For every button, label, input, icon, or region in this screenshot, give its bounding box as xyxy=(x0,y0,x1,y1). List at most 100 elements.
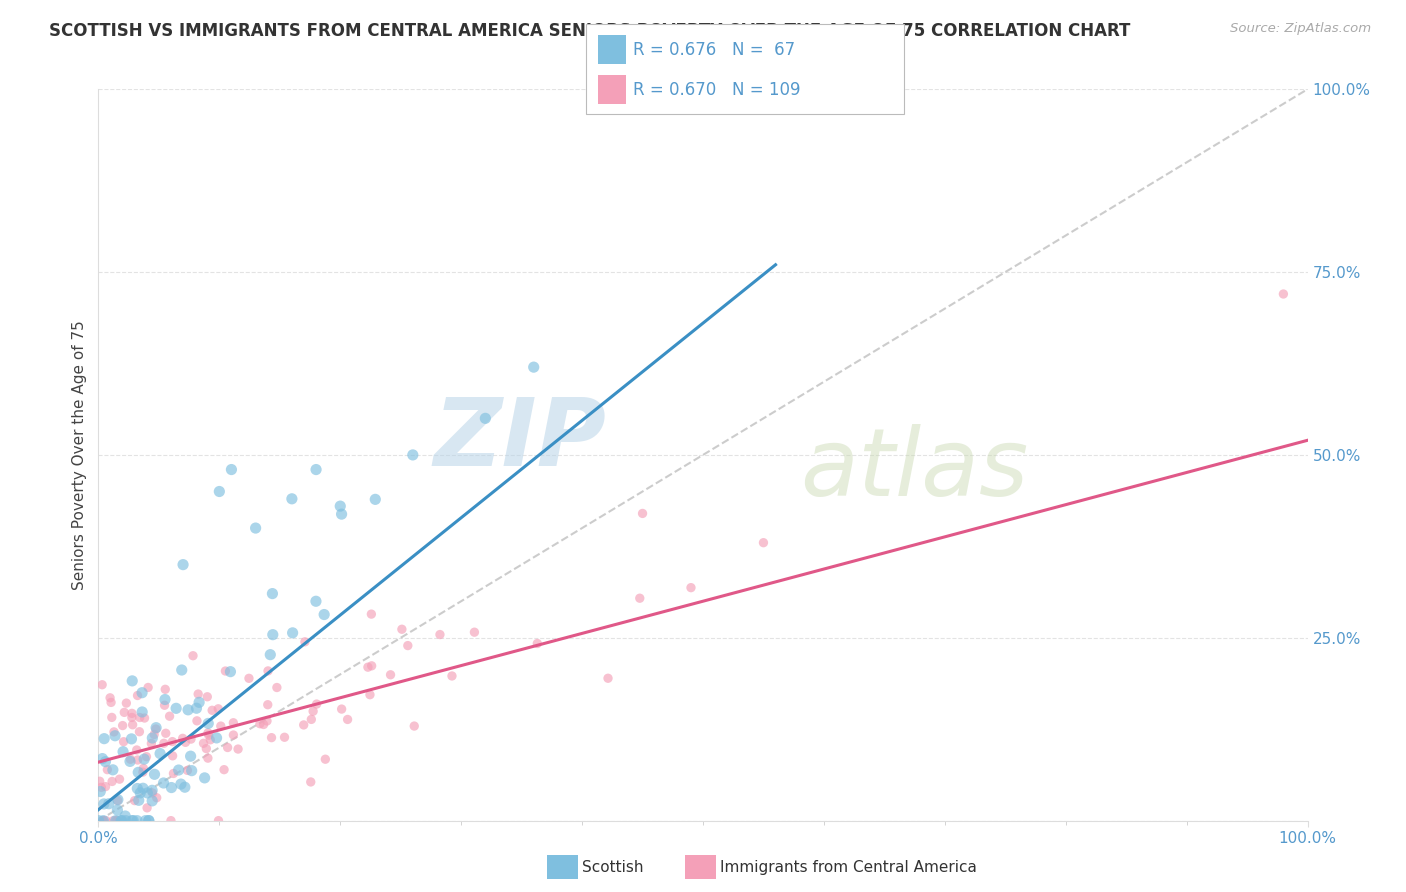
Point xyxy=(679,581,702,595)
Point xyxy=(141,731,163,745)
Point xyxy=(170,777,193,791)
Point xyxy=(112,735,135,749)
Point xyxy=(172,731,194,746)
Point xyxy=(380,667,402,681)
Point xyxy=(330,702,353,716)
Point xyxy=(197,751,219,765)
Point xyxy=(217,740,239,755)
Point xyxy=(294,635,316,649)
Point xyxy=(152,776,174,790)
Point xyxy=(201,703,224,717)
Point xyxy=(91,751,114,765)
Point xyxy=(221,462,243,476)
Point xyxy=(205,731,228,745)
Point xyxy=(141,736,163,750)
Point xyxy=(155,726,177,740)
Point xyxy=(128,710,150,724)
Point xyxy=(222,728,245,742)
Point xyxy=(128,724,150,739)
Point xyxy=(209,719,232,733)
Point xyxy=(125,743,148,757)
Point xyxy=(207,702,229,716)
Point xyxy=(127,765,149,780)
Point xyxy=(187,687,209,701)
Point xyxy=(90,780,112,795)
Text: ZIP: ZIP xyxy=(433,394,606,486)
Point xyxy=(112,745,135,759)
Point xyxy=(314,607,336,622)
Point xyxy=(260,731,283,745)
Point xyxy=(214,664,236,678)
Point xyxy=(136,786,159,800)
Point xyxy=(193,736,215,750)
Point xyxy=(103,814,125,828)
Point xyxy=(96,763,118,777)
Point xyxy=(121,731,143,746)
Point xyxy=(404,719,426,733)
Point xyxy=(364,492,387,507)
Point xyxy=(107,803,129,817)
Point xyxy=(305,697,328,711)
Point xyxy=(256,698,278,712)
Point xyxy=(121,814,143,828)
Point xyxy=(104,729,127,743)
Y-axis label: Seniors Poverty Over the Age of 75: Seniors Poverty Over the Age of 75 xyxy=(72,320,87,590)
Point xyxy=(186,701,208,715)
Point xyxy=(305,594,328,608)
Point xyxy=(132,761,155,775)
Point xyxy=(141,794,163,808)
Point xyxy=(357,660,380,674)
Point xyxy=(89,784,111,798)
Point xyxy=(141,786,163,800)
Point xyxy=(94,814,117,828)
Point xyxy=(138,814,160,828)
Point xyxy=(162,766,184,780)
Point xyxy=(121,706,143,721)
Point xyxy=(219,665,242,679)
Point xyxy=(121,718,143,732)
Point xyxy=(299,775,322,789)
Point xyxy=(132,765,155,780)
Point xyxy=(118,755,141,769)
Point xyxy=(153,692,176,706)
Point xyxy=(160,780,183,795)
Text: SCOTTISH VS IMMIGRANTS FROM CENTRAL AMERICA SENIORS POVERTY OVER THE AGE OF 75 C: SCOTTISH VS IMMIGRANTS FROM CENTRAL AMER… xyxy=(49,22,1130,40)
Point xyxy=(134,814,156,828)
Point xyxy=(474,411,496,425)
Point xyxy=(256,714,278,728)
Point xyxy=(208,484,231,499)
Point xyxy=(162,748,184,763)
Point xyxy=(91,814,114,828)
Point xyxy=(129,786,152,800)
Point xyxy=(121,710,143,724)
Point xyxy=(132,781,155,796)
Point xyxy=(222,715,245,730)
Point xyxy=(165,701,187,715)
Point xyxy=(104,814,127,828)
Point xyxy=(195,741,218,756)
Point xyxy=(391,622,413,636)
Point xyxy=(207,814,229,828)
Point xyxy=(101,774,124,789)
Point xyxy=(194,771,217,785)
Point xyxy=(170,663,193,677)
Point xyxy=(262,586,284,600)
Point xyxy=(114,814,136,828)
Point xyxy=(91,814,114,828)
Point xyxy=(131,705,153,719)
Point xyxy=(103,725,125,739)
Point xyxy=(153,736,176,750)
Point xyxy=(145,790,167,805)
Point xyxy=(153,698,176,713)
Point xyxy=(180,749,202,764)
Point xyxy=(330,507,353,521)
Point xyxy=(91,678,114,692)
Point xyxy=(101,710,124,724)
Point xyxy=(752,535,775,549)
Point xyxy=(110,814,132,828)
Point xyxy=(181,648,204,663)
Point xyxy=(252,717,274,731)
Point xyxy=(127,689,149,703)
Text: R = 0.670   N = 109: R = 0.670 N = 109 xyxy=(633,81,800,99)
Point xyxy=(200,732,222,747)
